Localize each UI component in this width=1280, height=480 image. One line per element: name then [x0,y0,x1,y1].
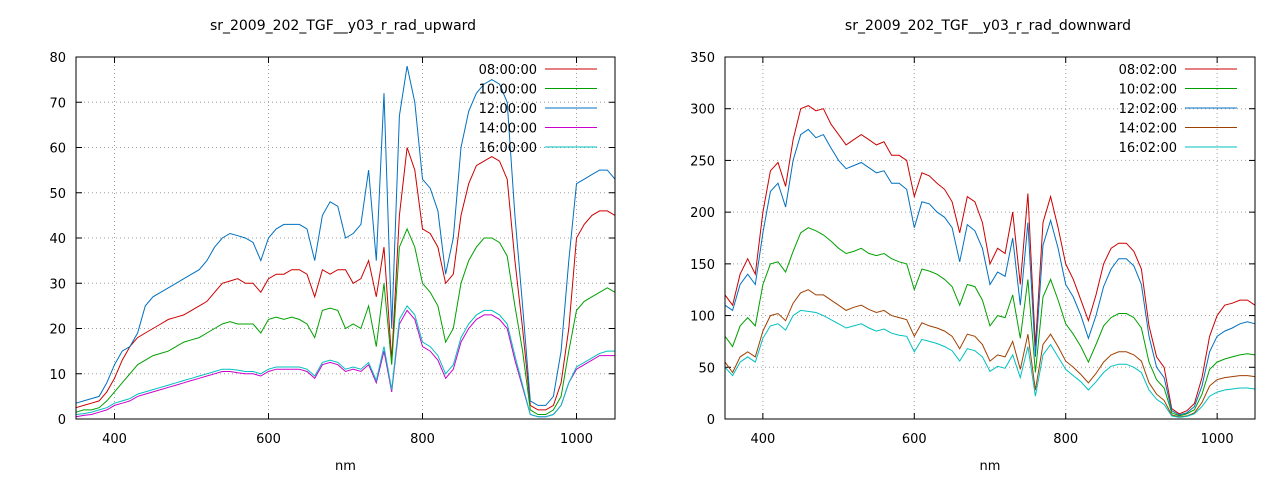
y-tick-label: 100 [690,310,715,325]
legend-label: 16:02:00 [1119,141,1177,156]
series-line-4 [724,289,1256,418]
legend-label: 14:00:00 [479,122,537,137]
legend-label: 12:00:00 [479,102,537,117]
series-line-3 [724,128,1256,416]
series-line-5 [724,309,1256,418]
plot-frame [724,56,1256,420]
chart-1: sr_2009_202_TGF__y03_r_rad_upward 0 10 20 30… [49,18,616,474]
chart-title: sr_2009_202_TGF__y03_r_rad_upward [210,18,476,34]
x-tick-label: 400 [102,432,127,447]
y-tick-label: 80 [49,51,66,66]
series-line-1 [75,147,616,411]
y-tick-label: 50 [698,361,715,376]
y-tick-label: 0 [707,413,715,428]
legend-label: 10:00:00 [479,83,537,98]
series-line-2 [75,227,616,415]
y-tick-label: 70 [49,96,66,111]
y-tick-label: 150 [690,258,715,273]
chart-2: sr_2009_202_TGF__y03_r_rad_downward 0 50 10… [690,18,1256,474]
x-tick-label: 600 [256,432,281,447]
series-line-2 [724,227,1256,417]
legend-label: 16:00:00 [479,141,537,156]
chart-title: sr_2009_202_TGF__y03_r_rad_downward [845,18,1131,34]
legend-label: 10:02:00 [1119,83,1177,98]
x-tick-label: 600 [902,432,927,447]
y-tick-label: 40 [49,232,66,247]
legend-label: 08:00:00 [479,63,537,78]
plot-frame [75,56,616,420]
x-tick-label: 400 [750,432,775,447]
series-line-3 [75,65,616,406]
series-line-1 [724,105,1256,415]
y-tick-label: 0 [58,413,66,428]
y-tick-label: 300 [690,103,715,118]
x-tick-label: 800 [1053,432,1078,447]
y-tick-label: 250 [690,154,715,169]
y-tick-label: 350 [690,51,715,66]
x-tick-label: 1000 [1201,432,1234,447]
legend-label: 12:02:00 [1119,102,1177,117]
x-tick-label: 800 [410,432,435,447]
legend-label: 08:02:00 [1119,63,1177,78]
x-tick-label: 1000 [560,432,593,447]
y-tick-label: 20 [49,323,66,338]
y-tick-label: 200 [690,206,715,221]
y-tick-label: 60 [49,142,66,157]
legend-label: 14:02:00 [1119,122,1177,137]
y-tick-label: 10 [49,368,66,383]
series-line-5 [75,305,615,418]
y-tick-label: 50 [49,187,66,202]
x-axis-label: nm [335,459,356,474]
x-axis-label: nm [980,459,1001,474]
y-tick-label: 30 [49,277,66,292]
